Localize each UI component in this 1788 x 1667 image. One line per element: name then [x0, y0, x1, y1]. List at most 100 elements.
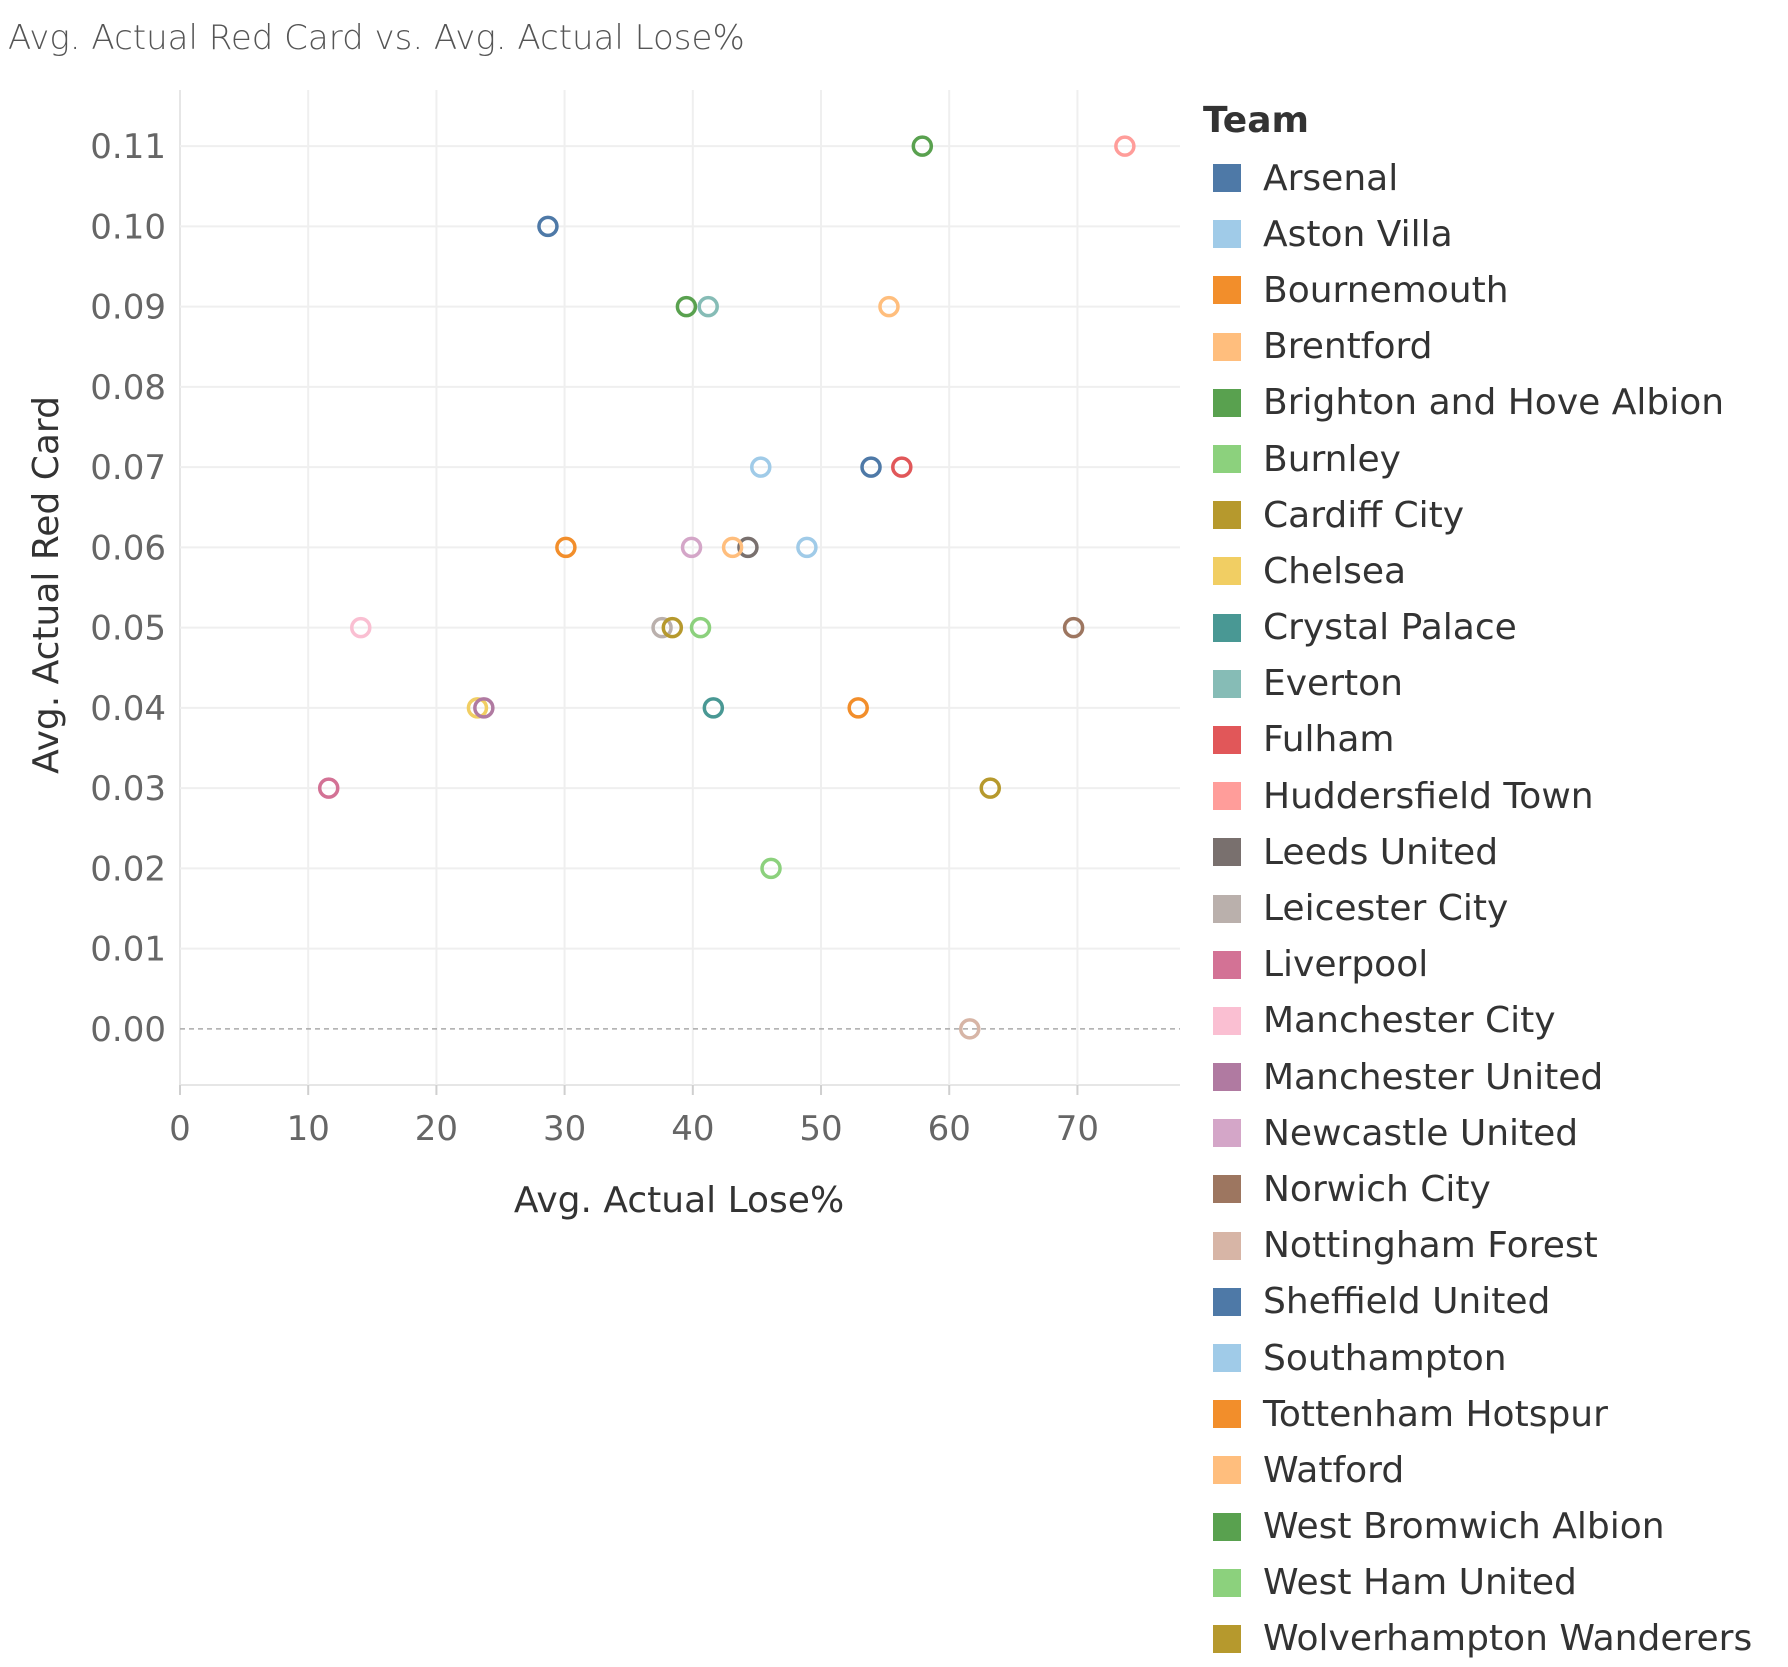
data-point[interactable] [721, 536, 744, 559]
data-point[interactable] [1062, 616, 1085, 639]
y-axis-title: Avg. Actual Red Card [26, 396, 67, 774]
data-point[interactable] [317, 777, 340, 799]
legend-item[interactable]: West Bromwich Albion [1203, 1499, 1752, 1555]
legend-item[interactable]: Leicester City [1203, 880, 1752, 936]
y-tick-label: 0.06 [90, 528, 166, 568]
legend-label: Brentford [1263, 326, 1433, 368]
legend-label: Leeds United [1263, 831, 1499, 873]
data-point[interactable] [350, 616, 372, 639]
legend-item[interactable]: Newcastle United [1203, 1105, 1752, 1161]
data-point[interactable] [1114, 135, 1136, 157]
legend-item[interactable]: Chelsea [1203, 543, 1752, 599]
legend-item[interactable]: Aston Villa [1203, 206, 1752, 262]
legend-item[interactable]: Manchester City [1203, 993, 1752, 1049]
legend-item[interactable]: Brighton and Hove Albion [1203, 375, 1752, 431]
legend-swatch [1213, 1568, 1241, 1597]
legend-label: Liverpool [1263, 944, 1429, 986]
data-point[interactable] [473, 697, 495, 719]
legend-label: Aston Villa [1263, 213, 1453, 255]
legend-swatch [1213, 332, 1241, 361]
data-point[interactable] [697, 295, 719, 318]
legend-swatch [1213, 1400, 1241, 1429]
legend-item[interactable]: Watford [1203, 1442, 1752, 1498]
legend-item[interactable]: Liverpool [1203, 937, 1752, 993]
legend-item[interactable]: Tottenham Hotspur [1203, 1386, 1752, 1442]
x-axis-title: Avg. Actual Lose% [514, 1180, 844, 1221]
data-point[interactable] [537, 215, 559, 238]
data-point[interactable] [466, 697, 489, 719]
legend-label: Wolverhampton Wanderers [1263, 1618, 1753, 1660]
legend-swatch [1213, 1287, 1241, 1316]
legend-swatch [1213, 725, 1241, 754]
legend-item[interactable]: Burnley [1203, 431, 1752, 487]
data-point[interactable] [750, 456, 772, 478]
data-point[interactable] [878, 295, 900, 318]
data-point[interactable] [680, 536, 703, 559]
legend-label: Bournemouth [1263, 269, 1509, 311]
data-point[interactable] [555, 536, 577, 559]
x-tick-label: 50 [799, 1109, 842, 1149]
x-tick-label: 40 [671, 1109, 714, 1149]
legend-swatch [1213, 388, 1241, 417]
legend-item[interactable]: West Ham United [1203, 1555, 1752, 1611]
legend-item[interactable]: Leeds United [1203, 824, 1752, 880]
legend-item[interactable]: Arsenal [1203, 150, 1752, 206]
legend-item[interactable]: Bournemouth [1203, 262, 1752, 318]
data-point[interactable] [760, 857, 782, 880]
data-point[interactable] [796, 536, 818, 559]
legend-label: Newcastle United [1263, 1112, 1579, 1154]
data-point[interactable] [860, 456, 882, 478]
legend-label: Watford [1263, 1449, 1405, 1491]
data-point[interactable] [689, 616, 712, 639]
data-point[interactable] [958, 1018, 981, 1040]
legend-item[interactable]: Manchester United [1203, 1049, 1752, 1105]
legend-swatch [1213, 1231, 1241, 1260]
legend-label: Tottenham Hotspur [1263, 1393, 1608, 1435]
y-tick-label: 0.01 [90, 930, 166, 970]
legend-item[interactable]: Brentford [1203, 319, 1752, 375]
x-tick-label: 60 [928, 1109, 971, 1149]
data-point[interactable] [847, 697, 869, 719]
legend-item[interactable]: Everton [1203, 656, 1752, 712]
legend-item[interactable]: Fulham [1203, 712, 1752, 768]
data-point[interactable] [979, 777, 1002, 799]
legend-item[interactable]: Huddersfield Town [1203, 768, 1752, 824]
y-tick-label: 0.08 [90, 368, 166, 408]
legend-swatch [1213, 1624, 1241, 1653]
x-tick-label: 70 [1056, 1109, 1099, 1149]
legend-swatch [1213, 782, 1241, 811]
legend-label: Brighton and Hove Albion [1263, 382, 1725, 424]
data-point[interactable] [737, 536, 759, 559]
legend-items: Arsenal Aston Villa Bournemouth Brentford Br… [1203, 150, 1752, 1667]
legend-label: West Bromwich Albion [1263, 1506, 1665, 1548]
legend-item[interactable]: Norwich City [1203, 1161, 1752, 1217]
data-points [317, 135, 1136, 1040]
legend-label: Nottingham Forest [1263, 1225, 1598, 1267]
legend-item[interactable]: Southampton [1203, 1330, 1752, 1386]
legend-label: Chelsea [1263, 550, 1407, 592]
legend-swatch [1213, 220, 1241, 249]
y-tick-label: 0.07 [90, 448, 166, 488]
legend-item[interactable]: Wolverhampton Wanderers [1203, 1611, 1752, 1667]
legend-label: Leicester City [1263, 888, 1509, 930]
x-tick-label: 0 [169, 1109, 191, 1149]
legend-swatch [1213, 1456, 1241, 1485]
data-point[interactable] [651, 616, 673, 639]
y-tick-label: 0.09 [90, 288, 166, 328]
data-point[interactable] [702, 697, 725, 719]
legend-swatch [1213, 1063, 1241, 1092]
legend-swatch [1213, 1119, 1241, 1148]
legend-label: Southampton [1263, 1337, 1507, 1379]
legend-item[interactable]: Crystal Palace [1203, 600, 1752, 656]
data-point[interactable] [911, 135, 934, 157]
x-tick-label: 30 [543, 1109, 586, 1149]
legend-item[interactable]: Sheffield United [1203, 1274, 1752, 1330]
legend-swatch [1213, 1344, 1241, 1373]
data-point[interactable] [891, 456, 913, 478]
data-point[interactable] [661, 616, 684, 639]
scatter-plot: 0 10 20 30 40 50 60 70 0.00 0.01 0.02 0.03 0.04 0.05… [26, 90, 1180, 1221]
data-point[interactable] [675, 295, 698, 318]
legend-item[interactable]: Nottingham Forest [1203, 1218, 1752, 1274]
legend-item[interactable]: Cardiff City [1203, 487, 1752, 543]
y-tick-label: 0.11 [90, 127, 166, 167]
